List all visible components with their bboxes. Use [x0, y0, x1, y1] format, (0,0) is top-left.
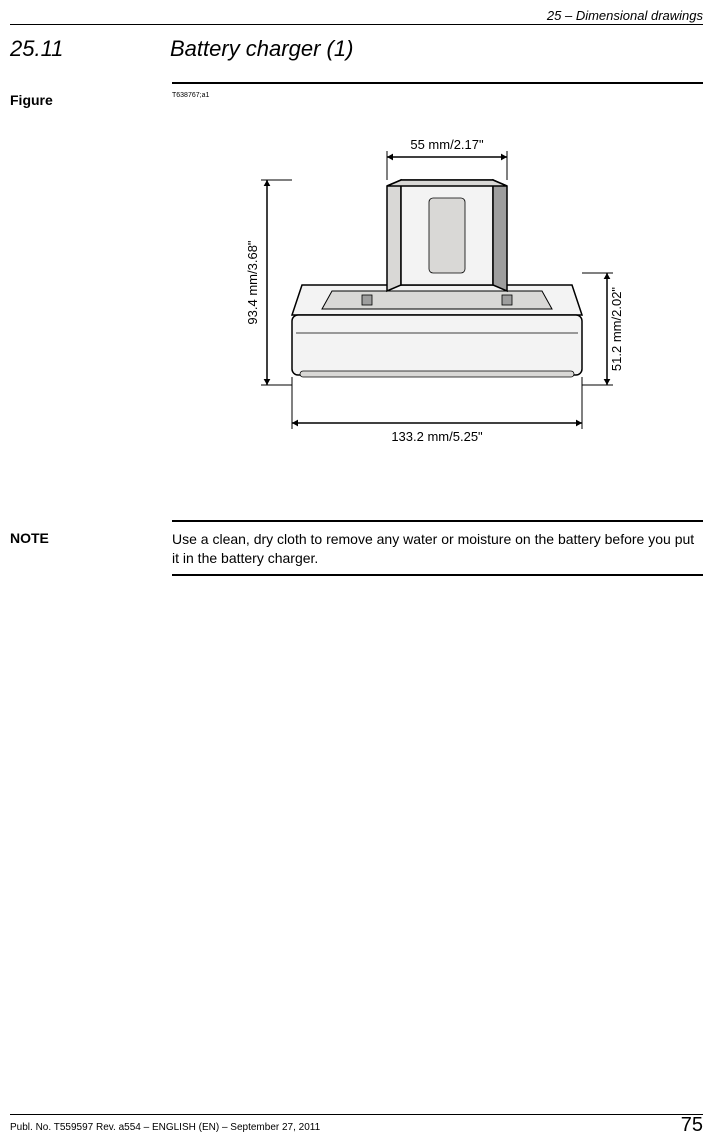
note-top-rule — [172, 520, 703, 522]
note-bottom-rule — [172, 574, 703, 576]
dimensional-drawing: 55 mm/2.17" 133.2 mm/5.25" 93.4 mm/3.68" 51… — [172, 125, 703, 485]
charger-drawing-svg: 55 mm/2.17" 133.2 mm/5.25" 93.4 mm/3.68" 51… — [172, 125, 703, 485]
section-title: Battery charger (1) — [170, 36, 353, 62]
chapter-header: 25 – Dimensional drawings — [547, 8, 703, 23]
section-number: 25.11 — [10, 36, 170, 62]
svg-text:93.4 mm/3.68": 93.4 mm/3.68" — [245, 240, 260, 324]
figure-top-rule — [172, 82, 703, 84]
figure-label: Figure — [10, 92, 53, 108]
note-text: Use a clean, dry cloth to remove any wat… — [172, 530, 703, 568]
svg-text:133.2 mm/5.25": 133.2 mm/5.25" — [391, 429, 483, 444]
header-rule — [10, 24, 703, 25]
footer-page-number: 75 — [681, 1114, 703, 1137]
footer-publication: Publ. No. T559597 Rev. a554 – ENGLISH (E… — [10, 1122, 320, 1133]
figure-id: T638767;a1 — [172, 92, 209, 99]
note-label: NOTE — [10, 530, 49, 546]
svg-text:55 mm/2.17": 55 mm/2.17" — [410, 137, 484, 152]
svg-text:51.2 mm/2.02": 51.2 mm/2.02" — [609, 287, 624, 371]
footer-rule — [10, 1114, 703, 1115]
section-heading: 25.11 Battery charger (1) — [10, 36, 703, 62]
